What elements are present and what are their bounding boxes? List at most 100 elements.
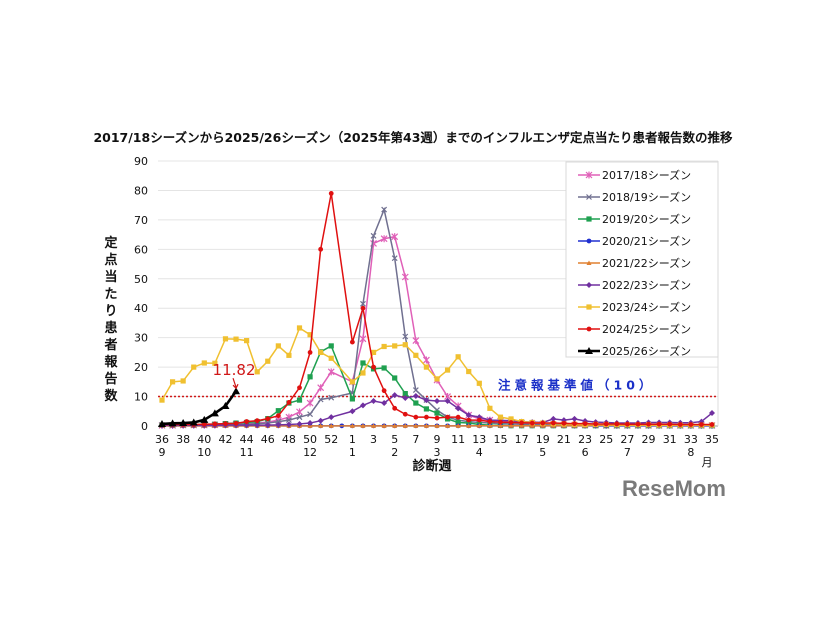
data-point [413, 423, 419, 428]
x-tick-label: 36 [155, 433, 169, 446]
data-point [297, 385, 302, 391]
data-point [222, 336, 229, 342]
data-point [508, 423, 514, 428]
data-point [254, 369, 260, 375]
data-point [677, 422, 683, 427]
data-point [360, 300, 366, 307]
data-point [381, 365, 387, 371]
data-point [402, 411, 408, 417]
x-tick-label: 15 [493, 433, 507, 446]
data-point [401, 273, 409, 281]
data-point [688, 422, 694, 427]
month-label: 6 [582, 446, 589, 459]
data-point [423, 406, 430, 412]
data-point [603, 421, 609, 427]
x-tick-label: 31 [663, 433, 677, 446]
data-point [413, 414, 419, 420]
data-point [497, 414, 504, 420]
legend-label: 2020/21シーズン [602, 234, 691, 248]
month-unit: 月 [702, 456, 713, 469]
x-tick-label: 48 [282, 433, 296, 446]
y-tick-label: 70 [134, 214, 148, 227]
y-tick-label: 90 [134, 155, 148, 168]
legend-label: 2024/25シーズン [602, 322, 691, 336]
data-point [359, 335, 367, 343]
x-tick-label: 29 [642, 433, 656, 446]
data-point [434, 397, 440, 404]
data-point [586, 238, 592, 244]
data-point [413, 352, 419, 358]
data-point [201, 421, 207, 427]
data-point [586, 304, 592, 310]
data-point [412, 392, 419, 399]
data-point [233, 420, 239, 426]
data-point [349, 423, 355, 428]
y-tick-label: 50 [134, 273, 148, 286]
data-point [285, 421, 292, 428]
y-tick-label: 10 [134, 391, 148, 404]
data-point [275, 413, 281, 419]
data-point [275, 343, 281, 349]
month-label: 4 [476, 446, 483, 459]
month-label: 5 [539, 446, 546, 459]
data-point [455, 354, 461, 360]
data-point [487, 405, 493, 411]
month-label: 2 [391, 446, 398, 459]
legend: 2017/18シーズン 2018/19シーズン 2019/20シーズン 2020/21… [565, 161, 719, 358]
legend-label: 2021/22シーズン [602, 256, 691, 270]
y-axis-title-char: 者 [103, 337, 117, 353]
x-tick-label: 7 [412, 433, 419, 446]
data-point [168, 419, 177, 427]
reference-line-group: 注意報基準値（10） [158, 378, 718, 398]
data-point [349, 408, 356, 415]
data-point [360, 305, 366, 311]
month-label: 7 [624, 446, 631, 459]
month-label: 9 [159, 446, 166, 459]
data-point [201, 360, 207, 366]
data-point [296, 397, 303, 403]
data-point [593, 421, 599, 427]
data-point [307, 420, 314, 427]
data-point [318, 349, 324, 355]
data-point [286, 400, 292, 405]
data-point [370, 349, 377, 355]
data-point [434, 415, 440, 421]
data-point [585, 347, 593, 354]
data-point [476, 423, 482, 428]
data-point [465, 412, 472, 419]
data-point [519, 420, 525, 426]
y-axis-title-char: 定 [103, 235, 117, 251]
legend-entry: 2020/21シーズン [578, 234, 691, 248]
annotation: 11.82 [213, 361, 256, 390]
x-tick-label: 25 [599, 433, 613, 446]
data-point [709, 410, 715, 417]
data-point [413, 400, 419, 406]
y-tick-label: 20 [134, 361, 148, 374]
y-axis-title-char: 告 [104, 371, 117, 387]
data-point [391, 392, 398, 399]
x-tick-label: 5 [391, 433, 398, 446]
data-point [423, 423, 429, 428]
legend-entry: 2019/20シーズン [578, 212, 691, 226]
annotation-label: 11.82 [213, 361, 256, 379]
data-point [286, 352, 292, 358]
data-point [582, 421, 588, 427]
data-point [586, 282, 592, 288]
x-tick-label: 11 [451, 433, 465, 446]
y-axis-title-char: 数 [104, 388, 118, 404]
data-point [360, 360, 366, 366]
month-label: 12 [303, 446, 317, 459]
data-point [317, 396, 324, 403]
data-point [306, 399, 314, 407]
data-point [466, 417, 472, 423]
data-point [455, 419, 461, 426]
data-point [412, 387, 419, 394]
data-point [646, 421, 651, 427]
data-point [223, 421, 228, 427]
data-point [318, 423, 324, 428]
data-point [455, 423, 461, 428]
data-point [572, 421, 577, 427]
x-tick-label: 21 [557, 433, 571, 446]
data-point [402, 333, 409, 340]
data-point [709, 422, 715, 427]
